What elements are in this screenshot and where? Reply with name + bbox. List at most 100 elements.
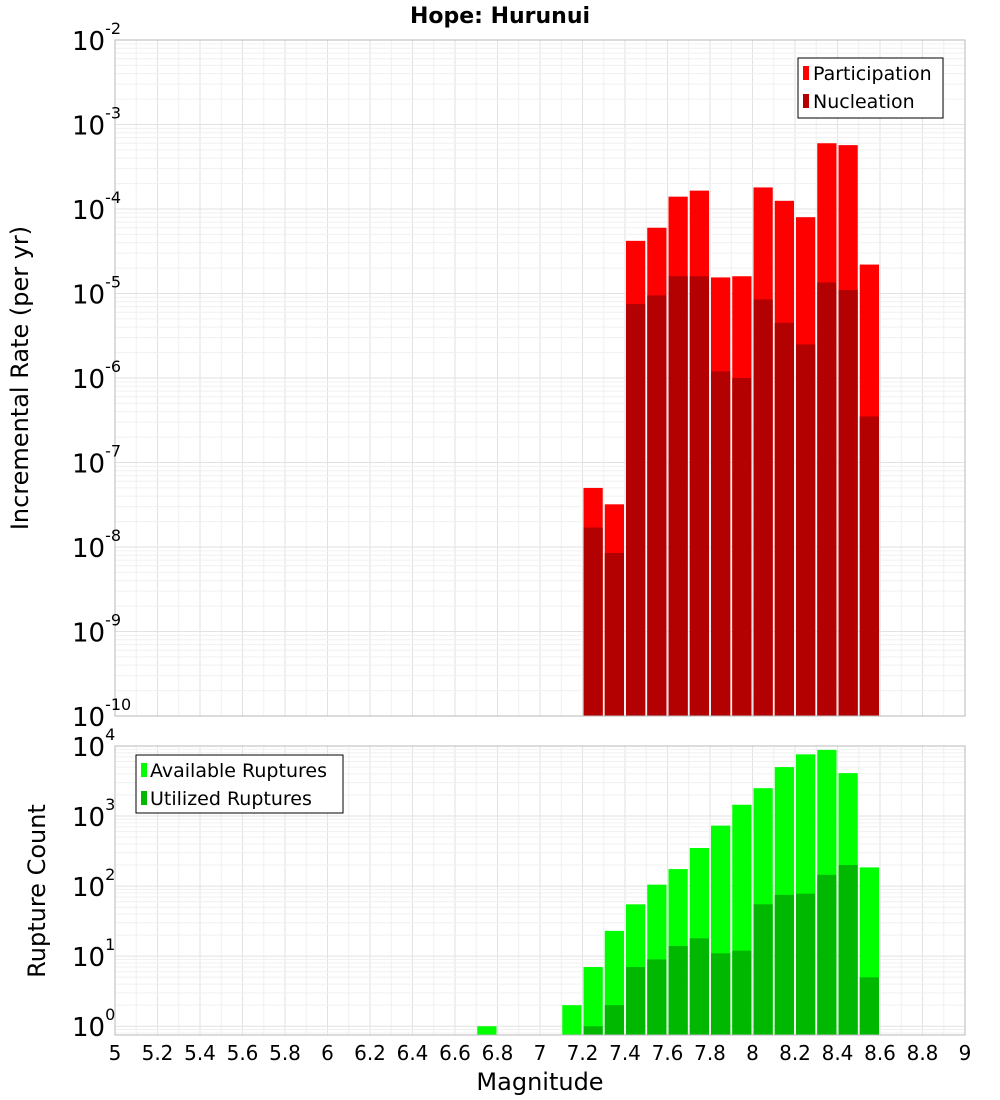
x-tick-label: 8.4 [822, 1041, 854, 1065]
top-y-tick-label: 10-10 [72, 695, 131, 733]
x-ticks: 5 5.2 5.4 5.6 5.8 6 6.2 6.4 6.6 6.8 7 7.2 7.4 7.6 7.8 8… [109, 1041, 972, 1065]
bottom-y-tick-label: 100 [72, 1005, 115, 1043]
bottom-legend-box [135, 754, 344, 814]
top-bars [583, 143, 879, 717]
bottom-bar-utilized-ruptures [774, 894, 794, 1035]
top-y-tick-label: 10-7 [72, 442, 121, 480]
legend-label-participation: Participation [813, 63, 932, 85]
x-tick-label: 6.8 [482, 1041, 514, 1065]
x-tick-label: 6.4 [397, 1041, 429, 1065]
bottom-bar-utilized-ruptures [817, 874, 837, 1035]
legend-label-utilized-ruptures: Utilized Ruptures [150, 788, 312, 810]
bottom-bar-utilized-ruptures [711, 953, 731, 1035]
x-tick-label: 8 [746, 1041, 759, 1065]
bottom-bar-utilized-ruptures [626, 967, 646, 1035]
top-y-tick-exp: -10 [105, 695, 131, 714]
top-y-tick-label: 10-3 [72, 104, 121, 142]
legend-swatch-available-ruptures [141, 763, 147, 777]
x-tick-label: 7.6 [652, 1041, 684, 1065]
legend-label-nucleation: Nucleation [813, 91, 915, 113]
top-y-tick-exp: -6 [105, 357, 121, 376]
bottom-y-tick-exp: 1 [105, 935, 115, 954]
bottom-y-tick-base: 10 [72, 803, 105, 833]
bottom-bar-utilized-ruptures [689, 938, 709, 1035]
x-tick-label: 5.2 [142, 1041, 174, 1065]
bottom-y-tick-base: 10 [72, 943, 105, 973]
top-bar-nucleation [732, 378, 752, 716]
top-y-tick-label: 10-8 [72, 526, 121, 564]
top-bar-nucleation [753, 299, 773, 716]
top-y-tick-exp: -9 [105, 611, 121, 630]
top-plot-frame [114, 39, 966, 717]
top-y-tick-label: 10-9 [72, 611, 121, 649]
top-legend: Participation Nucleation [797, 57, 944, 119]
top-bar-nucleation [647, 295, 667, 716]
bottom-bar-utilized-ruptures [583, 1026, 603, 1035]
legend-swatch-utilized-ruptures [141, 791, 147, 805]
x-tick-label: 8.2 [779, 1041, 811, 1065]
bottom-bar-utilized-ruptures [647, 959, 667, 1035]
top-bar-nucleation [626, 304, 646, 716]
legend-swatch-nucleation [803, 94, 809, 108]
bottom-y-tick-exp: 4 [105, 725, 115, 744]
x-tick-label: 6 [321, 1041, 334, 1065]
top-bar-nucleation [604, 552, 624, 716]
top-y-tick-label: 10-6 [72, 357, 121, 395]
top-bar-nucleation [859, 416, 879, 716]
x-tick-label: 8.6 [864, 1041, 896, 1065]
top-y-tick-base: 10 [72, 450, 105, 480]
bottom-y-tick-label: 104 [72, 725, 115, 763]
bottom-y-tick-base: 10 [72, 733, 105, 763]
bottom-bar-available-ruptures [583, 967, 603, 1035]
top-bar-nucleation [838, 290, 858, 716]
legend-swatch-participation [803, 66, 809, 80]
top-y-tick-base: 10 [72, 703, 105, 733]
top-y-tick-exp: -7 [105, 442, 121, 461]
bottom-y-tick-label: 102 [72, 865, 115, 903]
bottom-y-tick-label: 103 [72, 795, 115, 833]
top-y-tick-base: 10 [72, 534, 105, 564]
top-y-tick-label: 10-4 [72, 188, 121, 226]
x-tick-label: 7.4 [609, 1041, 641, 1065]
top-grid [114, 39, 966, 717]
bottom-y-tick-exp: 2 [105, 865, 115, 884]
x-tick-label: 7.8 [694, 1041, 726, 1065]
top-bar-nucleation [583, 527, 603, 716]
x-tick-label: 8.8 [907, 1041, 939, 1065]
bottom-legend: Available Ruptures Utilized Ruptures [135, 754, 344, 814]
top-y-tick-base: 10 [72, 112, 105, 142]
bottom-plot-frame [114, 745, 966, 1036]
x-tick-label: 9 [959, 1041, 972, 1065]
bottom-bar-utilized-ruptures [732, 950, 752, 1035]
top-y-tick-label: 10-5 [72, 273, 121, 311]
x-tick-label: 6.6 [439, 1041, 471, 1065]
top-y-tick-base: 10 [72, 365, 105, 395]
x-tick-label: 6.2 [354, 1041, 386, 1065]
bottom-y-tick-exp: 3 [105, 795, 115, 814]
bottom-bar-available-ruptures [477, 1026, 497, 1035]
x-tick-label: 5.6 [227, 1041, 259, 1065]
x-tick-label: 5.4 [184, 1041, 216, 1065]
top-y-tick-base: 10 [72, 27, 105, 57]
bottom-bar-utilized-ruptures [753, 904, 773, 1035]
x-tick-label: 7.2 [567, 1041, 599, 1065]
chart-title: Hope: Hurunui [410, 4, 590, 29]
legend-label-available-ruptures: Available Ruptures [150, 760, 327, 782]
bottom-y-tick-base: 10 [72, 1013, 105, 1043]
top-y-tick-exp: -5 [105, 273, 121, 292]
bottom-bar-available-ruptures [562, 1005, 582, 1035]
top-y-tick-exp: -2 [105, 19, 121, 38]
x-tick-label: 5.8 [269, 1041, 301, 1065]
bottom-bar-utilized-ruptures [859, 977, 879, 1035]
top-legend-box [797, 57, 944, 119]
bottom-y-tick-exp: 0 [105, 1005, 115, 1024]
x-tick-label: 5 [109, 1041, 122, 1065]
x-tick-label: 7 [534, 1041, 547, 1065]
top-y-tick-exp: -8 [105, 526, 121, 545]
top-y-tick-base: 10 [72, 281, 105, 311]
top-bar-nucleation [668, 276, 688, 716]
bottom-bar-utilized-ruptures [604, 1005, 624, 1035]
